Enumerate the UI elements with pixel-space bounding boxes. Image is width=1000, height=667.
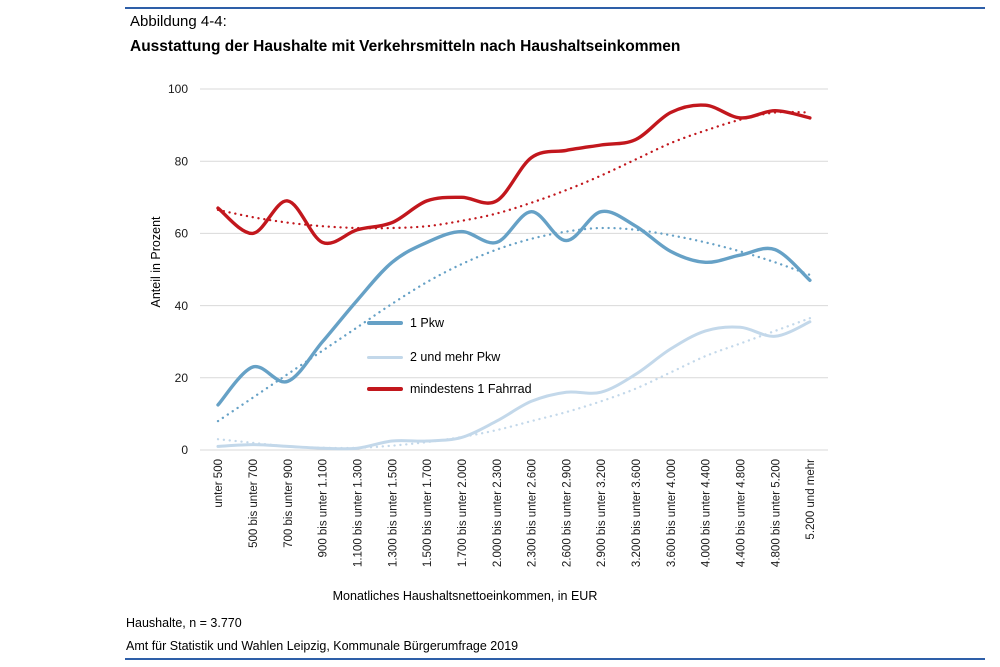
legend-swatch-2-und-mehr-pkw	[367, 355, 403, 359]
y-tick-label: 20	[175, 371, 189, 385]
x-category-label: 2.600 bis unter 2.900	[561, 459, 573, 567]
source-note: Amt für Statistik und Wahlen Leipzig, Ko…	[126, 639, 519, 653]
legend-item-1-pkw: 1 Pkw	[367, 316, 444, 330]
legend-label-1-pkw: 1 Pkw	[410, 316, 445, 330]
x-axis-title: Monatliches Haushaltsnettoeinkommen, in …	[332, 589, 598, 603]
x-category-label: 1.100 bis unter 1.300	[352, 459, 364, 567]
x-category-label: 1.700 bis unter 2.000	[457, 459, 469, 567]
x-category-label: 5.200 und mehr	[805, 459, 817, 540]
x-category-label: 900 bis unter 1.100	[318, 459, 330, 557]
y-tick-label: 40	[175, 299, 189, 313]
bottom-rule	[125, 658, 985, 660]
y-tick-label: 80	[175, 154, 189, 168]
sample-size-note: Haushalte, n = 3.770	[126, 616, 242, 630]
legend-item-2-und-mehr-pkw: 2 und mehr Pkw	[367, 350, 500, 364]
series-line-2-und-mehr-pkw	[216, 320, 812, 451]
x-category-label: 700 bis unter 900	[283, 459, 295, 548]
x-category-label: 4.400 bis unter 4.800	[736, 459, 748, 567]
x-category-label: 2.000 bis unter 2.300	[492, 459, 504, 567]
legend-swatch-1-pkw	[367, 321, 403, 325]
y-tick-label: 60	[175, 227, 189, 241]
trendline-trend-1-pkw	[216, 226, 812, 423]
x-category-label: 4.000 bis unter 4.400	[701, 459, 713, 567]
trendline-trend-mindestens-1-fahrrad	[216, 110, 812, 230]
legend-label-mindestens-1-fahrrad: mindestens 1 Fahrrad	[410, 382, 532, 396]
y-tick-label: 0	[181, 443, 188, 457]
y-axis-title: Anteil in Prozent	[149, 216, 163, 308]
legend-swatch-mindestens-1-fahrrad	[367, 387, 403, 391]
x-category-label: 3.200 bis unter 3.600	[631, 459, 643, 567]
x-category-label: 4.800 bis unter 5.200	[770, 459, 782, 567]
legend-item-mindestens-1-fahrrad: mindestens 1 Fahrrad	[367, 382, 532, 396]
x-category-label: 1.300 bis unter 1.500	[387, 459, 399, 567]
x-category-label: 3.600 bis unter 4.000	[666, 459, 678, 567]
x-category-label: 2.900 bis unter 3.200	[596, 459, 608, 567]
series-line-mindestens-1-fahrrad	[216, 103, 812, 246]
legend-label-2-und-mehr-pkw: 2 und mehr Pkw	[410, 350, 501, 364]
x-category-label: 1.500 bis unter 1.700	[422, 459, 434, 567]
x-category-label: 2.300 bis unter 2.600	[527, 459, 539, 567]
series-line-1-pkw	[216, 209, 812, 407]
x-category-label: unter 500	[213, 459, 225, 508]
top-rule	[125, 7, 985, 9]
figure-number-label: Abbildung 4-4:	[130, 13, 227, 30]
figure-title: Ausstattung der Haushalte mit Verkehrsmi…	[130, 38, 681, 55]
y-tick-label: 100	[168, 82, 188, 96]
x-category-label: 500 bis unter 700	[248, 459, 260, 548]
